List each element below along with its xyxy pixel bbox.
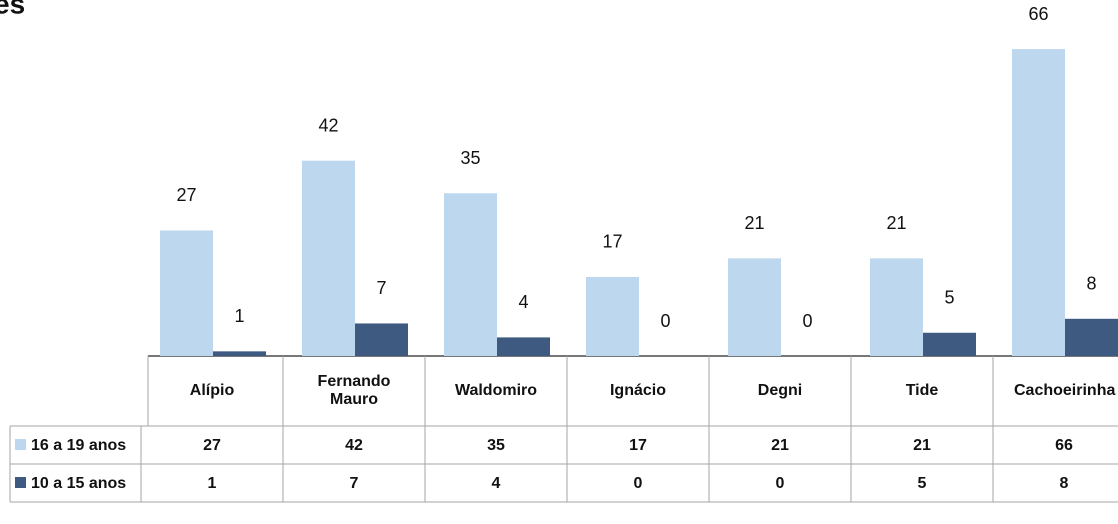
value-label: 21 [744, 213, 764, 233]
table-value: 27 [203, 437, 221, 454]
value-label: 42 [318, 115, 338, 135]
bar [160, 230, 213, 356]
category-label: Waldomiro [425, 356, 567, 426]
category-label: Degni [709, 356, 851, 426]
bar [213, 351, 266, 356]
table-value: 7 [350, 475, 359, 492]
bar [497, 337, 550, 356]
bar [923, 332, 976, 356]
table-value: 66 [1055, 437, 1073, 454]
category-text: Tide [905, 382, 939, 399]
table-value: 5 [918, 475, 927, 492]
category-label: Ignácio [567, 356, 709, 426]
legend-label: 16 a 19 anos [31, 437, 126, 454]
bar [728, 258, 781, 356]
category-cell: Waldomiro [425, 356, 567, 426]
value-label: 27 [176, 185, 196, 205]
category-label: Cachoeirinha [993, 356, 1118, 426]
value-label: 5 [944, 288, 954, 308]
value-label: 0 [660, 311, 670, 331]
category-cell: Alípio [141, 356, 283, 426]
table-value: 21 [913, 437, 931, 454]
category-text: Fernando Mauro [317, 373, 391, 408]
value-label: 66 [1028, 4, 1048, 24]
category-label: Alípio [141, 356, 283, 426]
table-value: 17 [629, 437, 647, 454]
category-label: Tide [851, 356, 993, 426]
bar [870, 258, 923, 356]
category-cell: Degni [709, 356, 851, 426]
legend-swatch [15, 477, 26, 488]
table-value: 4 [492, 475, 501, 492]
bar [586, 276, 639, 356]
category-text: Alípio [189, 382, 235, 399]
bar [355, 323, 408, 356]
value-label: 0 [802, 311, 812, 331]
legend-swatch [15, 439, 26, 450]
bar [1012, 49, 1065, 356]
category-cell: Fernando Mauro [283, 356, 425, 426]
table-value: 0 [634, 475, 643, 492]
value-label: 17 [602, 232, 622, 252]
value-label: 1 [234, 306, 244, 326]
value-label: 4 [518, 292, 528, 312]
category-label: Fernando Mauro [283, 356, 425, 426]
table-value: 0 [776, 475, 785, 492]
category-cell: Tide [851, 356, 993, 426]
category-cell: Ignácio [567, 356, 709, 426]
category-text: Degni [757, 382, 803, 399]
table-value: 35 [487, 437, 505, 454]
table-value: 42 [345, 437, 363, 454]
bar [1065, 318, 1118, 356]
category-cell: Cachoeirinha [993, 356, 1118, 426]
value-label: 21 [886, 213, 906, 233]
value-label: 35 [460, 148, 480, 168]
category-text: Ignácio [609, 382, 666, 399]
table-value: 1 [208, 475, 217, 492]
bar [444, 193, 497, 356]
table-value: 8 [1060, 475, 1069, 492]
category-text: Cachoeirinha [1014, 382, 1116, 399]
value-label: 8 [1086, 274, 1096, 294]
table-value: 21 [771, 437, 789, 454]
legend-label: 10 a 15 anos [31, 475, 126, 492]
bar [302, 160, 355, 356]
category-text: Waldomiro [454, 382, 538, 399]
value-label: 7 [376, 278, 386, 298]
chart-title: es [0, 0, 25, 19]
